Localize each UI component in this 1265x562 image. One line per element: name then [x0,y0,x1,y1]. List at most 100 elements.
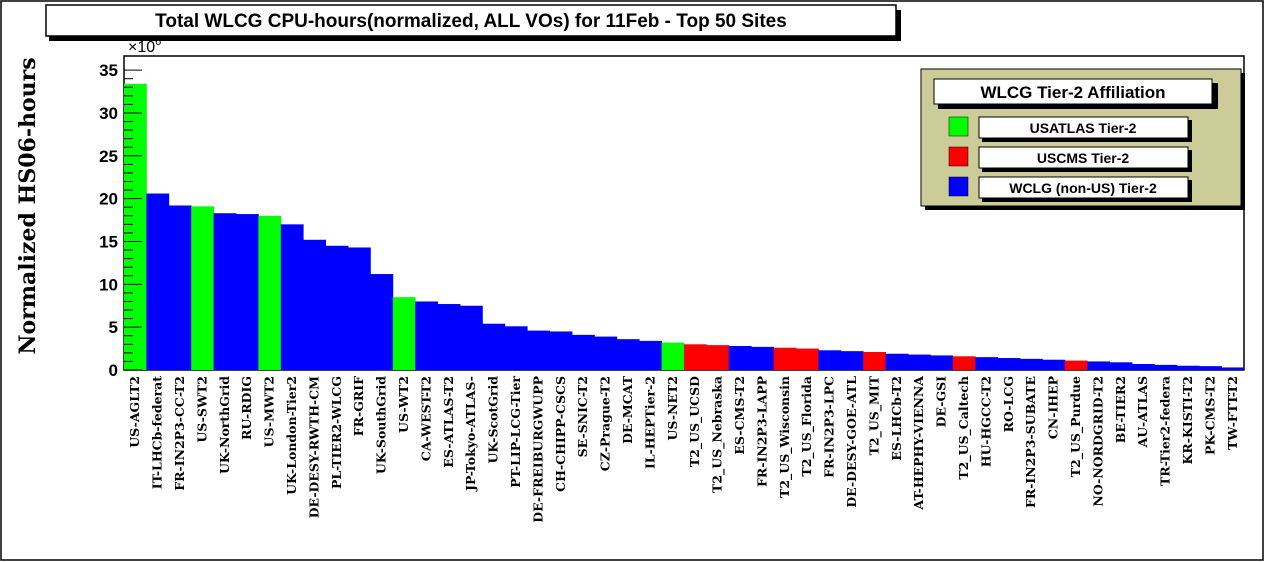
bar-UK-SouthGrid [370,274,394,370]
bar-DE-FREIBURGWUPP [527,330,550,370]
x-tick-label: US-SWT2 [194,376,209,443]
bar-KR-KISTI-T2 [1176,365,1200,370]
x-tick-label: T2_US_Wisconsin [777,376,793,498]
x-tick-label: FR-IN2P3-SUBATE [1023,376,1038,508]
x-tick-label: T2_US_Nebraska [710,376,726,493]
x-tick-label: US-MWT2 [262,376,277,447]
x-tick-label: FR-GRIF [351,376,366,436]
x-tick-label: T2_US_MIT [866,375,882,455]
x-tick-label: SE-SNIC-T2 [575,376,590,457]
bar-IL-HEPTier-2 [639,340,662,370]
x-tick-label: CZ-Prague-T2 [598,376,613,471]
chart-title: Total WLCG CPU-hours(normalized, ALL VOs… [155,11,787,32]
legend-title: WLCG Tier-2 Affiliation [980,83,1165,102]
y-tick-label: 30 [99,104,118,123]
bar-HU-HGCC-T2 [975,357,998,370]
y-multiplier-exponent: 6 [155,36,161,48]
x-tick-label: IL-HEPTier-2 [642,376,657,469]
legend-label-box [978,176,1189,199]
x-tick-label: FR-IN2P3-LPC [822,376,837,478]
bar-T2_US_Wisconsin [773,347,797,370]
legend-entry-label: USATLAS Tier-2 [1030,120,1137,136]
bar-DE-MCAT [616,339,640,370]
x-tick-label: DE-DESY-GOE-ATL [844,376,859,508]
y-tick-label: 20 [99,190,118,209]
bar-CA-WEST-T2 [415,301,438,370]
bar-CN-IHEP [1042,359,1066,370]
y-multiplier-base: ×10 [128,39,155,56]
bar-SE-SNIC-T2 [572,334,595,370]
bar-US-SWT2 [191,206,214,370]
bar-PK-CMS-T2 [1199,366,1222,370]
title-box: Total WLCG CPU-hours(normalized, ALL VOs… [45,4,901,41]
x-tick-label: ES-CMS-T2 [732,376,747,455]
x-tick-label: DE-MCAT [620,375,635,444]
x-tick-label: DE-FREIBURGWUPP [530,375,545,522]
x-tick-label: ES-LHCb-T2 [889,376,904,461]
bar-AT-HEPHY-VIENNA [908,354,931,370]
x-tick-label: UK-SouthGrid [374,376,389,474]
bar-TW-FTT-T2 [1221,367,1245,370]
bar-T2_US_Nebraska [706,345,730,370]
x-tick-label: AU-ATLAS [1135,376,1150,448]
x-tick-label: PT-LIP-LCG-Tier [508,376,523,488]
legend-label-box [978,146,1189,169]
x-tick-label: CH-CHIPP-CSCS [553,376,568,492]
legend-swatch-WCLG [948,176,969,197]
x-tick-label: ES-ATLAS-T2 [441,376,456,468]
bar-US-NET2 [661,342,685,370]
bar-ES-ATLAS-T2 [437,304,461,370]
y-multiplier: ×106 [128,36,161,56]
x-tick-label: US-AGLT2 [127,376,142,448]
bar-UK-NorthGrid [213,213,237,370]
x-tick-label: DE-GSI [934,376,949,427]
x-tick-label: CA-WEST-T2 [418,376,433,461]
bar-CH-CHIPP-CSCS [549,331,573,370]
y-tick-label: 25 [99,147,118,166]
bar-JP-Tokyo-ATLAS- [460,305,483,370]
x-tick-label: JP-Tokyo-ATLAS- [463,376,478,492]
x-tick-label: FR-IN2P3-LAPP [754,375,769,487]
bar-BE-TIER2 [1109,362,1133,370]
x-tick-label: BE-TIER2 [1113,376,1128,443]
bar-FR-IN2P3-SUBATE [1020,358,1043,370]
x-tick-label: KR-KISTI-T2 [1180,376,1195,464]
bar-PT-LIP-LCG-Tier [504,326,528,370]
y-tick-label: 35 [99,61,118,80]
bar-FR-IN2P3-LPC [818,350,842,370]
bar-DE-DESY-RWTH-CM [303,239,326,370]
y-tick-label: 0 [109,361,118,380]
legend: WLCG Tier-2 Affiliation USATLAS Tier-2US… [920,68,1245,210]
bar-UK-ScotGrid [482,323,506,370]
bar-FR-GRIF [348,247,371,370]
legend-entry-label: WCLG (non-US) Tier-2 [1009,180,1157,196]
bar-IT-LHCb-federat [146,193,170,370]
bar-DE-GSI [930,355,954,370]
x-tick-label: AT-HEPHY-VIENNA [911,376,926,511]
x-tick-label: UK-ScotGrid [486,376,501,464]
x-tick-label: DE-DESY-RWTH-CM [306,376,321,518]
x-tick-label: RO-LCG [1001,376,1016,432]
x-tick-label: FR-IN2P3-CC-T2 [172,376,187,491]
x-tick-label: TR-Tier2-federa [1158,376,1173,486]
bar-CZ-Prague-T2 [594,336,618,370]
bar-PL-TIER2-WLCG [325,245,349,370]
x-tick-label: PL-TIER2-WLCG [329,376,344,489]
bar-DE-DESY-GOE-ATL [840,351,864,370]
bar-RU-RDIG [236,214,259,370]
bar-T2_US_MIT [863,352,886,370]
bar-US-WT2 [392,297,416,370]
y-tick-label: 5 [109,318,118,337]
legend-entries: USATLAS Tier-2 USCMS Tier-2 WCLG (non-US) … [948,116,1192,202]
x-tick-label: PK-CMS-T2 [1202,376,1217,455]
x-tick-label: T2_US_Florida [799,376,815,477]
title-box-frame [45,4,897,37]
legend-entry-label: USCMS Tier-2 [1037,150,1130,166]
bar-FR-IN2P3-LAPP [751,346,774,370]
x-tick-label: NO-NORDGRID-T2 [1090,376,1105,507]
bar-AU-ATLAS [1132,364,1155,370]
bar-T2_US_UCSD [684,344,707,370]
x-tick-label: TW-FTT-T2 [1225,376,1240,450]
